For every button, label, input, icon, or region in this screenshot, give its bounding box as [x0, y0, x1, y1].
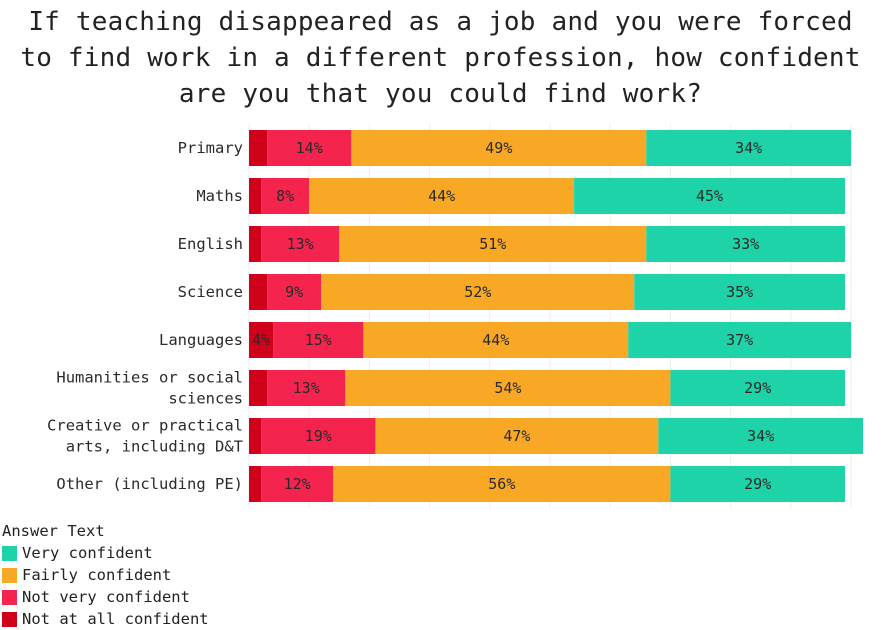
- bar-segment: [249, 322, 274, 358]
- bar-segment: [249, 274, 268, 310]
- bar-segment: [333, 466, 671, 502]
- data-label: 33%: [732, 235, 759, 253]
- data-label: 13%: [287, 235, 314, 253]
- data-label: 34%: [735, 139, 762, 157]
- title-line: to find work in a different profession, …: [20, 43, 861, 73]
- data-label: 35%: [726, 283, 753, 301]
- bar-segment: [321, 274, 635, 310]
- data-label: 14%: [296, 139, 323, 157]
- bar-segment: [646, 226, 845, 262]
- data-label: 45%: [696, 187, 723, 205]
- data-label: 4%: [252, 331, 270, 349]
- legend-item-very-confident[interactable]: Very confident: [2, 542, 209, 564]
- bar-segment: [249, 130, 268, 166]
- bar-segment: [634, 274, 845, 310]
- bar-segment: [261, 418, 376, 454]
- legend-swatch: [2, 567, 17, 583]
- bar-segment: [267, 130, 352, 166]
- data-label: 54%: [494, 379, 521, 397]
- data-label: 51%: [479, 235, 506, 253]
- bar-segment: [273, 322, 364, 358]
- data-label: 9%: [285, 283, 303, 301]
- bar-segment: [249, 178, 262, 214]
- data-label: 12%: [284, 475, 311, 493]
- data-label: 44%: [428, 187, 455, 205]
- data-label: 29%: [744, 379, 771, 397]
- bar-segment: [249, 466, 262, 502]
- data-label: 44%: [482, 331, 509, 349]
- legend-label: Not very confident: [22, 588, 190, 606]
- legend-swatch: [2, 545, 17, 561]
- data-label: 15%: [305, 331, 332, 349]
- legend-item-not-very-confident[interactable]: Not very confident: [2, 586, 209, 608]
- category-label: Science: [178, 283, 243, 301]
- bar-segment: [267, 274, 322, 310]
- bar-segment: [658, 418, 864, 454]
- bar-segment: [309, 178, 575, 214]
- legend-swatch: [2, 589, 17, 605]
- legend-swatch: [2, 611, 17, 627]
- data-label: 47%: [503, 427, 530, 445]
- bar-segment: [261, 466, 334, 502]
- data-label: 37%: [726, 331, 753, 349]
- category-label: sciences: [168, 390, 243, 408]
- bar-segment: [261, 226, 340, 262]
- data-label: 19%: [305, 427, 332, 445]
- bar-segment: [267, 370, 346, 406]
- bar-segment: [628, 322, 851, 358]
- category-label: arts, including D&T: [66, 438, 243, 456]
- category-label: Other (including PE): [56, 475, 243, 493]
- data-label: 49%: [485, 139, 512, 157]
- bar-segment: [646, 130, 851, 166]
- data-label: 13%: [293, 379, 320, 397]
- bar-segment: [249, 226, 262, 262]
- bar-segment: [249, 418, 262, 454]
- bar-segment: [351, 130, 647, 166]
- category-label: Creative or practical: [47, 417, 243, 435]
- bar-segment: [574, 178, 845, 214]
- legend: Answer Text Very confident Fairly confid…: [2, 520, 209, 630]
- chart-title: If teaching disappeared as a job and you…: [0, 4, 881, 112]
- bar-segment: [249, 370, 268, 406]
- bar-segment: [670, 466, 845, 502]
- category-label: Languages: [159, 331, 243, 349]
- legend-label: Not at all confident: [22, 610, 209, 628]
- bar-segment: [339, 226, 647, 262]
- legend-item-not-at-all-confident[interactable]: Not at all confident: [2, 608, 209, 630]
- legend-item-fairly-confident[interactable]: Fairly confident: [2, 564, 209, 586]
- title-line: If teaching disappeared as a job and you…: [28, 7, 853, 37]
- data-label: 34%: [747, 427, 774, 445]
- category-label: Maths: [196, 187, 243, 205]
- title-line: are you that you could find work?: [178, 79, 703, 109]
- legend-label: Very confident: [22, 544, 153, 562]
- category-label: Primary: [178, 139, 243, 157]
- data-label: 52%: [464, 283, 491, 301]
- bar-segment: [363, 322, 629, 358]
- data-label: 29%: [744, 475, 771, 493]
- bar-segment: [375, 418, 659, 454]
- category-label: English: [178, 235, 243, 253]
- bar-segment: [261, 178, 310, 214]
- legend-label: Fairly confident: [22, 566, 172, 584]
- legend-title: Answer Text: [2, 522, 105, 540]
- bar-segment: [670, 370, 845, 406]
- data-label: 56%: [488, 475, 515, 493]
- data-label: 8%: [276, 187, 294, 205]
- bar-segment: [345, 370, 671, 406]
- category-label: Humanities or social: [56, 369, 243, 387]
